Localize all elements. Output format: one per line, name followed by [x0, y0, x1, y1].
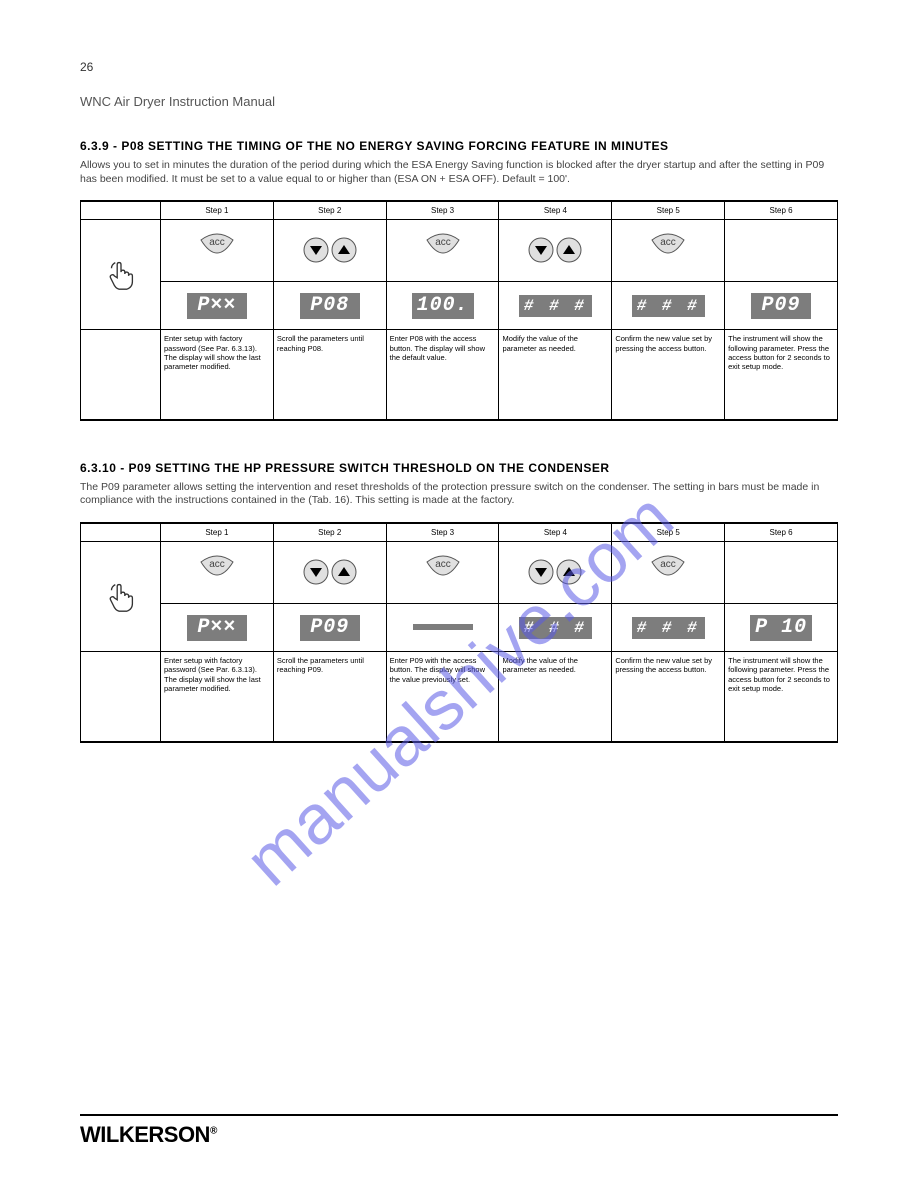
display-readout — [413, 624, 473, 630]
step-header: Step 3 — [386, 201, 499, 220]
page-number: 26 — [80, 60, 838, 74]
section-title-p08: 6.3.9 - P08 SETTING THE TIMING OF THE NO… — [80, 139, 838, 153]
step-desc: Modify the value of the parameter as nee… — [499, 652, 612, 742]
step-desc: Modify the value of the parameter as nee… — [499, 330, 612, 420]
svg-text:acc: acc — [660, 237, 676, 248]
hand-pointer-icon — [105, 608, 137, 617]
step-header: Step 6 — [725, 201, 838, 220]
up-arrow-button[interactable] — [556, 237, 582, 263]
step-desc: Confirm the new value set by pressing th… — [612, 330, 725, 420]
hand-pointer-icon — [105, 286, 137, 295]
step-desc: The instrument will show the following p… — [725, 330, 838, 420]
step-desc: Confirm the new value set by pressing th… — [612, 652, 725, 742]
step-desc: Enter P08 with the access button. The di… — [386, 330, 499, 420]
section-title-p09: 6.3.10 - P09 SETTING THE HP PRESSURE SWI… — [80, 461, 838, 475]
up-arrow-button[interactable] — [556, 559, 582, 585]
brand-logo: WILKERSON® — [80, 1122, 217, 1147]
acc-button[interactable]: acc — [423, 552, 463, 592]
step-desc: The instrument will show the following p… — [725, 652, 838, 742]
display-readout: # # # — [519, 617, 592, 639]
acc-button[interactable]: acc — [423, 230, 463, 270]
display-readout: # # # — [632, 295, 705, 317]
display-readout: # # # — [519, 295, 592, 317]
step-header: Step 3 — [386, 523, 499, 542]
step-header: Step 4 — [499, 201, 612, 220]
down-arrow-button[interactable] — [528, 237, 554, 263]
section-p08: 6.3.9 - P08 SETTING THE TIMING OF THE NO… — [80, 139, 838, 421]
doc-title: WNC Air Dryer Instruction Manual — [80, 94, 838, 109]
display-readout: P08 — [300, 293, 360, 319]
step-header: Step 5 — [612, 523, 725, 542]
acc-button[interactable]: acc — [648, 230, 688, 270]
step-desc: Scroll the parameters until reaching P08… — [273, 330, 386, 420]
svg-text:acc: acc — [435, 559, 451, 570]
section-p09: 6.3.10 - P09 SETTING THE HP PRESSURE SWI… — [80, 461, 838, 743]
up-arrow-button[interactable] — [331, 559, 357, 585]
step-header: Step 6 — [725, 523, 838, 542]
down-arrow-button[interactable] — [528, 559, 554, 585]
svg-text:acc: acc — [660, 559, 676, 570]
svg-text:acc: acc — [209, 237, 225, 248]
step-header: Step 2 — [273, 523, 386, 542]
display-readout: 100. — [412, 293, 474, 319]
table-p09: Step 1 Step 2 Step 3 Step 4 Step 5 Step … — [80, 522, 838, 743]
display-readout: P09 — [300, 615, 360, 641]
display-readout: P×× — [187, 615, 247, 641]
section-desc-p08: Allows you to set in minutes the duratio… — [80, 159, 838, 186]
up-arrow-button[interactable] — [331, 237, 357, 263]
display-readout: P×× — [187, 293, 247, 319]
footer: WILKERSON® — [80, 1114, 838, 1148]
display-readout: # # # — [632, 617, 705, 639]
step-desc: Enter P09 with the access button. The di… — [386, 652, 499, 742]
svg-text:acc: acc — [209, 559, 225, 570]
step-desc: Enter setup with factory password (See P… — [161, 330, 274, 420]
step-header: Step 2 — [273, 201, 386, 220]
step-desc: Enter setup with factory password (See P… — [161, 652, 274, 742]
step-header: Step 1 — [161, 201, 274, 220]
acc-button[interactable]: acc — [648, 552, 688, 592]
table-p08: Step 1 Step 2 Step 3 Step 4 Step 5 Step … — [80, 200, 838, 421]
acc-button[interactable]: acc — [197, 230, 237, 270]
display-readout: P 10 — [750, 615, 812, 641]
step-header: Step 4 — [499, 523, 612, 542]
step-header: Step 5 — [612, 201, 725, 220]
down-arrow-button[interactable] — [303, 237, 329, 263]
down-arrow-button[interactable] — [303, 559, 329, 585]
display-readout: P09 — [751, 293, 811, 319]
step-header: Step 1 — [161, 523, 274, 542]
section-desc-p09: The P09 parameter allows setting the int… — [80, 481, 838, 508]
acc-button[interactable]: acc — [197, 552, 237, 592]
svg-text:acc: acc — [435, 237, 451, 248]
step-desc: Scroll the parameters until reaching P09… — [273, 652, 386, 742]
